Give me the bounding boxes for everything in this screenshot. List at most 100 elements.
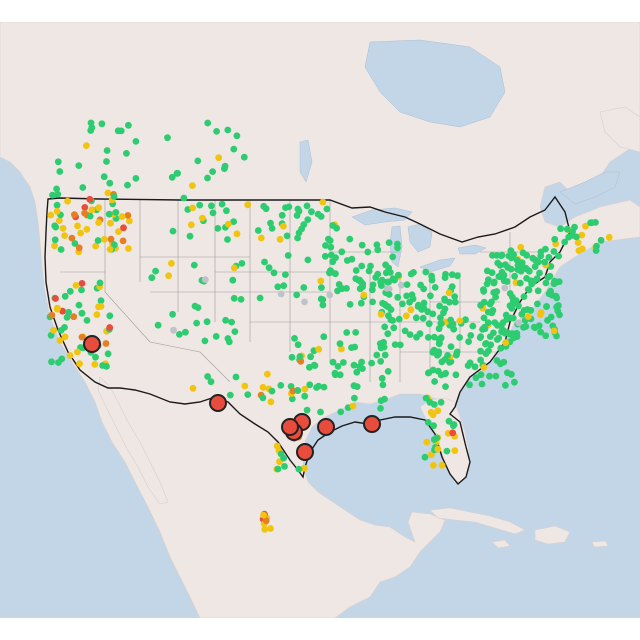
station-marker-good[interactable] bbox=[368, 286, 376, 294]
station-marker-good[interactable] bbox=[429, 310, 437, 318]
station-marker-good[interactable] bbox=[592, 247, 600, 255]
station-marker-good[interactable] bbox=[96, 279, 104, 287]
station-marker-good[interactable] bbox=[542, 279, 550, 287]
station-marker-good[interactable] bbox=[214, 225, 222, 232]
station-marker-moderate[interactable] bbox=[76, 360, 83, 368]
station-marker-moderate[interactable] bbox=[224, 220, 232, 228]
station-marker-good[interactable] bbox=[450, 421, 458, 428]
station-marker-usg[interactable] bbox=[102, 340, 110, 347]
station-marker-good[interactable] bbox=[237, 296, 245, 303]
station-marker-good[interactable] bbox=[196, 201, 204, 209]
station-marker-unhealthy[interactable] bbox=[81, 204, 89, 211]
station-marker-good[interactable] bbox=[450, 325, 458, 333]
station-marker-good[interactable] bbox=[469, 322, 477, 330]
station-marker-moderate[interactable] bbox=[74, 348, 81, 356]
station-marker-moderate[interactable] bbox=[574, 239, 582, 247]
station-marker-good[interactable] bbox=[416, 330, 424, 338]
station-marker-good[interactable] bbox=[480, 298, 488, 306]
station-marker-good[interactable] bbox=[453, 348, 461, 356]
station-marker-good[interactable] bbox=[274, 465, 282, 473]
station-marker-good[interactable] bbox=[477, 347, 484, 355]
station-marker-good[interactable] bbox=[327, 251, 335, 259]
station-marker-good[interactable] bbox=[114, 127, 122, 135]
station-marker-moderate[interactable] bbox=[273, 442, 281, 450]
station-marker-good[interactable] bbox=[500, 358, 508, 366]
station-marker-moderate[interactable] bbox=[125, 217, 133, 225]
station-marker-good[interactable] bbox=[229, 276, 237, 284]
station-marker-moderate[interactable] bbox=[124, 245, 132, 252]
station-marker-moderate[interactable] bbox=[430, 462, 437, 469]
station-marker-moderate[interactable] bbox=[64, 197, 71, 205]
station-marker-good[interactable] bbox=[507, 314, 514, 322]
station-marker-good[interactable] bbox=[320, 333, 328, 341]
station-marker-good[interactable] bbox=[148, 274, 156, 282]
station-marker-good[interactable] bbox=[110, 193, 118, 200]
station-marker-good[interactable] bbox=[511, 378, 518, 386]
station-marker-moderate[interactable] bbox=[537, 309, 545, 316]
station-marker-no-data[interactable] bbox=[383, 285, 391, 292]
station-marker-good[interactable] bbox=[472, 374, 480, 382]
station-marker-moderate[interactable] bbox=[91, 360, 99, 368]
station-marker-good[interactable] bbox=[484, 319, 492, 326]
station-marker-moderate[interactable] bbox=[438, 461, 446, 469]
station-marker-good[interactable] bbox=[203, 318, 211, 326]
station-marker-moderate[interactable] bbox=[605, 233, 613, 241]
station-marker-good[interactable] bbox=[478, 380, 486, 388]
station-marker-good[interactable] bbox=[306, 363, 313, 371]
station-marker-good[interactable] bbox=[301, 392, 309, 400]
station-marker-good[interactable] bbox=[447, 316, 455, 324]
station-marker-moderate[interactable] bbox=[578, 231, 586, 239]
station-marker-good[interactable] bbox=[508, 305, 516, 312]
station-marker-good[interactable] bbox=[174, 169, 182, 177]
station-marker-moderate[interactable] bbox=[215, 154, 223, 162]
station-marker-good[interactable] bbox=[303, 202, 311, 210]
station-marker-moderate[interactable] bbox=[582, 222, 589, 230]
highlighted-station-marker[interactable] bbox=[209, 394, 227, 412]
station-marker-good[interactable] bbox=[226, 391, 234, 399]
station-marker-good[interactable] bbox=[321, 252, 329, 260]
station-marker-good[interactable] bbox=[389, 253, 397, 261]
station-marker-moderate[interactable] bbox=[502, 339, 510, 347]
station-marker-good[interactable] bbox=[477, 356, 484, 364]
station-marker-good[interactable] bbox=[497, 322, 505, 330]
station-marker-moderate[interactable] bbox=[402, 312, 410, 320]
station-marker-good[interactable] bbox=[57, 246, 65, 253]
station-marker-good[interactable] bbox=[224, 236, 231, 243]
station-marker-good[interactable] bbox=[424, 419, 432, 426]
highlighted-stations[interactable] bbox=[83, 335, 381, 461]
station-marker-good[interactable] bbox=[293, 212, 301, 219]
station-marker-good[interactable] bbox=[390, 324, 398, 332]
station-marker-moderate[interactable] bbox=[106, 245, 114, 253]
station-marker-moderate[interactable] bbox=[189, 182, 196, 190]
station-marker-good[interactable] bbox=[306, 381, 314, 389]
station-marker-moderate[interactable] bbox=[115, 228, 122, 236]
station-marker-good[interactable] bbox=[298, 225, 305, 233]
station-marker-good[interactable] bbox=[424, 334, 432, 341]
station-marker-moderate[interactable] bbox=[83, 142, 90, 149]
station-marker-good[interactable] bbox=[331, 369, 339, 377]
station-marker-good[interactable] bbox=[396, 341, 404, 349]
station-marker-good[interactable] bbox=[502, 261, 509, 269]
station-marker-good[interactable] bbox=[291, 335, 298, 342]
station-marker-usg[interactable] bbox=[68, 234, 76, 242]
station-marker-moderate[interactable] bbox=[83, 225, 91, 233]
station-marker-good[interactable] bbox=[51, 236, 59, 244]
station-marker-good[interactable] bbox=[467, 332, 475, 339]
station-marker-good[interactable] bbox=[427, 292, 434, 300]
station-marker-moderate[interactable] bbox=[230, 264, 238, 272]
station-marker-moderate[interactable] bbox=[233, 230, 241, 238]
station-marker-good[interactable] bbox=[332, 270, 339, 278]
station-marker-good[interactable] bbox=[204, 373, 212, 380]
station-marker-moderate[interactable] bbox=[407, 306, 415, 314]
station-marker-good[interactable] bbox=[597, 236, 605, 244]
station-marker-good[interactable] bbox=[523, 265, 531, 273]
station-marker-moderate[interactable] bbox=[74, 222, 81, 230]
station-marker-moderate[interactable] bbox=[264, 370, 271, 378]
station-marker-good[interactable] bbox=[58, 355, 66, 363]
station-marker-moderate[interactable] bbox=[423, 438, 431, 446]
station-marker-good[interactable] bbox=[437, 314, 444, 322]
station-marker-good[interactable] bbox=[124, 181, 131, 189]
station-marker-good[interactable] bbox=[435, 348, 443, 356]
station-marker-good[interactable] bbox=[420, 299, 428, 307]
station-marker-no-data[interactable] bbox=[398, 281, 405, 289]
